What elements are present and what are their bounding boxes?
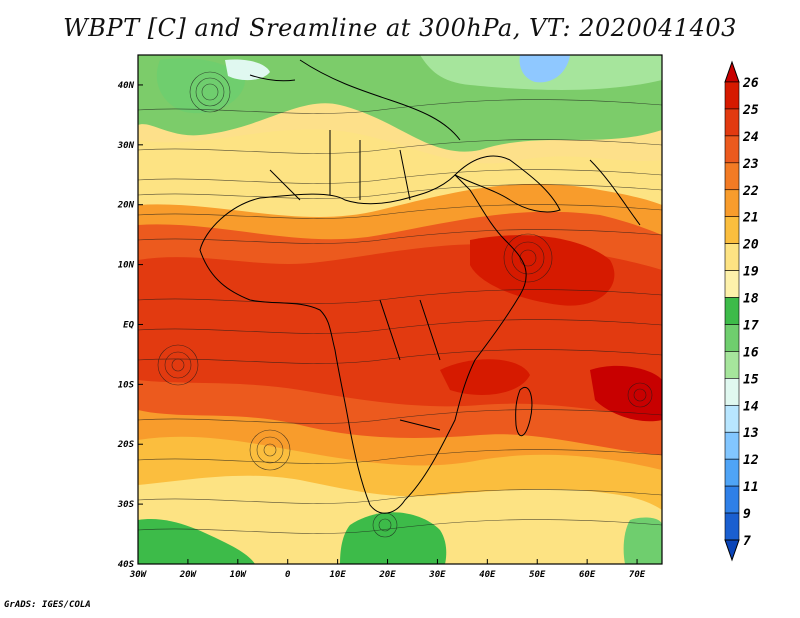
colorbar-label: 22 bbox=[742, 184, 759, 199]
x-tick-label: 40E bbox=[479, 570, 496, 580]
x-axis: 30W 20W 10W 0 10E 20E 30E 40E 50E 60E 70E bbox=[129, 559, 646, 580]
colorbar-swatch bbox=[724, 135, 740, 164]
colorbar-label: 15 bbox=[743, 372, 759, 387]
chart-title: WBPT [C] and Sreamline at 300hPa, VT: 20… bbox=[63, 14, 737, 42]
x-tick-label: 10E bbox=[329, 570, 346, 580]
colorbar-swatch bbox=[724, 162, 740, 191]
colorbar: 26 25 24 23 22 21 20 19 18 17 16 15 14 13 12 11 9 7 bbox=[724, 60, 759, 562]
x-tick-label: 50E bbox=[529, 570, 546, 580]
x-tick-label: 30W bbox=[129, 570, 148, 580]
colorbar-top-arrow bbox=[724, 60, 740, 83]
y-tick-label: 20S bbox=[117, 440, 135, 450]
colorbar-swatch bbox=[724, 81, 740, 110]
colorbar-swatch bbox=[724, 243, 740, 271]
colorbar-label: 16 bbox=[743, 345, 759, 360]
colorbar-swatch bbox=[724, 108, 740, 137]
colorbar-label: 14 bbox=[743, 399, 759, 414]
colorbar-swatch bbox=[724, 297, 740, 325]
map-frame bbox=[137, 54, 663, 565]
colorbar-label: 17 bbox=[743, 318, 759, 333]
colorbar-label: 11 bbox=[743, 480, 759, 495]
colorbar-label: 9 bbox=[743, 507, 751, 522]
colorbar-label: 13 bbox=[743, 426, 759, 441]
colorbar-swatch bbox=[724, 324, 740, 352]
y-tick-label: 10N bbox=[118, 261, 135, 271]
x-tick-label: 60E bbox=[579, 570, 596, 580]
colorbar-label: 20 bbox=[742, 238, 759, 253]
colorbar-swatch bbox=[724, 216, 740, 244]
colorbar-swatch bbox=[724, 378, 740, 406]
y-tick-label: 30S bbox=[117, 500, 135, 510]
x-tick-label: 0 bbox=[285, 570, 291, 580]
colorbar-swatch bbox=[724, 485, 740, 514]
colorbar-bottom-arrow bbox=[724, 539, 740, 562]
coastlines bbox=[199, 59, 641, 514]
y-tick-label: 40N bbox=[118, 81, 135, 91]
y-tick-label: 40S bbox=[118, 560, 135, 570]
wbpt-field bbox=[138, 55, 662, 564]
colorbar-swatch bbox=[724, 458, 740, 487]
y-tick-label: 20N bbox=[117, 201, 135, 211]
y-tick-label: 10S bbox=[118, 380, 135, 390]
x-tick-label: 30E bbox=[428, 570, 446, 580]
x-tick-label: 10W bbox=[230, 570, 248, 580]
x-tick-label: 20E bbox=[378, 570, 396, 580]
colorbar-swatch bbox=[724, 189, 740, 218]
streamlines bbox=[138, 71, 662, 538]
colorbar-label: 19 bbox=[743, 265, 759, 280]
colorbar-label: 12 bbox=[743, 453, 759, 468]
x-tick-label: 70E bbox=[629, 570, 646, 580]
y-axis: 40N 30N 20N 10N EQ 10S 20S 30S 40S bbox=[117, 81, 143, 570]
colorbar-label: 26 bbox=[742, 76, 759, 91]
colorbar-swatch bbox=[724, 404, 740, 433]
colorbar-swatch bbox=[724, 351, 740, 379]
colorbar-label: 21 bbox=[742, 211, 759, 226]
y-tick-label: EQ bbox=[123, 320, 134, 330]
footer-credit: GrADS: IGES/COLA bbox=[4, 600, 91, 610]
colorbar-swatch bbox=[724, 270, 740, 298]
y-tick-label: 30N bbox=[117, 141, 135, 151]
x-tick-label: 20W bbox=[179, 570, 198, 580]
colorbar-label: 25 bbox=[742, 103, 759, 118]
colorbar-swatch bbox=[724, 512, 740, 541]
colorbar-label: 23 bbox=[742, 157, 759, 172]
colorbar-label: 24 bbox=[742, 130, 759, 145]
colorbar-label: 18 bbox=[743, 292, 759, 307]
colorbar-swatch bbox=[724, 431, 740, 460]
colorbar-label: 7 bbox=[743, 534, 751, 549]
